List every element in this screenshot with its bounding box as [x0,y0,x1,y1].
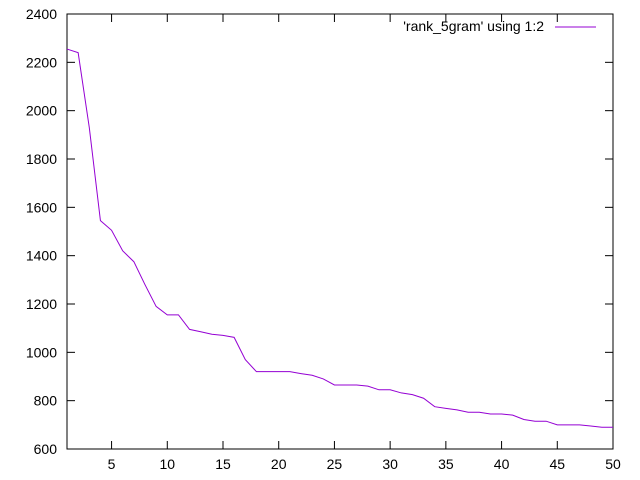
x-tick-label: 35 [438,456,454,472]
y-tick-label: 2000 [26,103,57,119]
legend: 'rank_5gram' using 1:2 [403,18,596,34]
x-axis: 5 10 15 20 25 30 35 40 45 50 [108,14,621,472]
x-tick-label: 15 [215,456,231,472]
y-tick-label: 2400 [26,6,57,22]
y-tick-label: 1800 [26,151,57,167]
y-tick-label: 1200 [26,296,57,312]
x-tick-label: 30 [382,456,398,472]
y-axis: 600 800 1000 1200 1400 1600 1800 2000 2200 2400 [26,6,613,457]
y-tick-label: 800 [34,393,58,409]
y-tick-label: 1000 [26,344,57,360]
series-group [66,48,613,428]
x-tick-label: 50 [605,456,621,472]
x-tick-label: 20 [271,456,287,472]
y-tick-label: 1400 [26,248,57,264]
x-tick-label: 5 [108,456,116,472]
x-tick-label: 10 [159,456,175,472]
x-tick-label: 25 [327,456,343,472]
series-line-rank-5gram [66,48,613,428]
legend-label: 'rank_5gram' using 1:2 [403,18,544,34]
x-tick-label: 45 [549,456,565,472]
plot-axes [66,13,614,450]
y-tick-label: 2200 [26,54,57,70]
y-tick-label: 1600 [26,199,57,215]
y-tick-label: 600 [34,441,58,457]
plot-frame [66,13,614,450]
x-tick-label: 40 [494,456,510,472]
